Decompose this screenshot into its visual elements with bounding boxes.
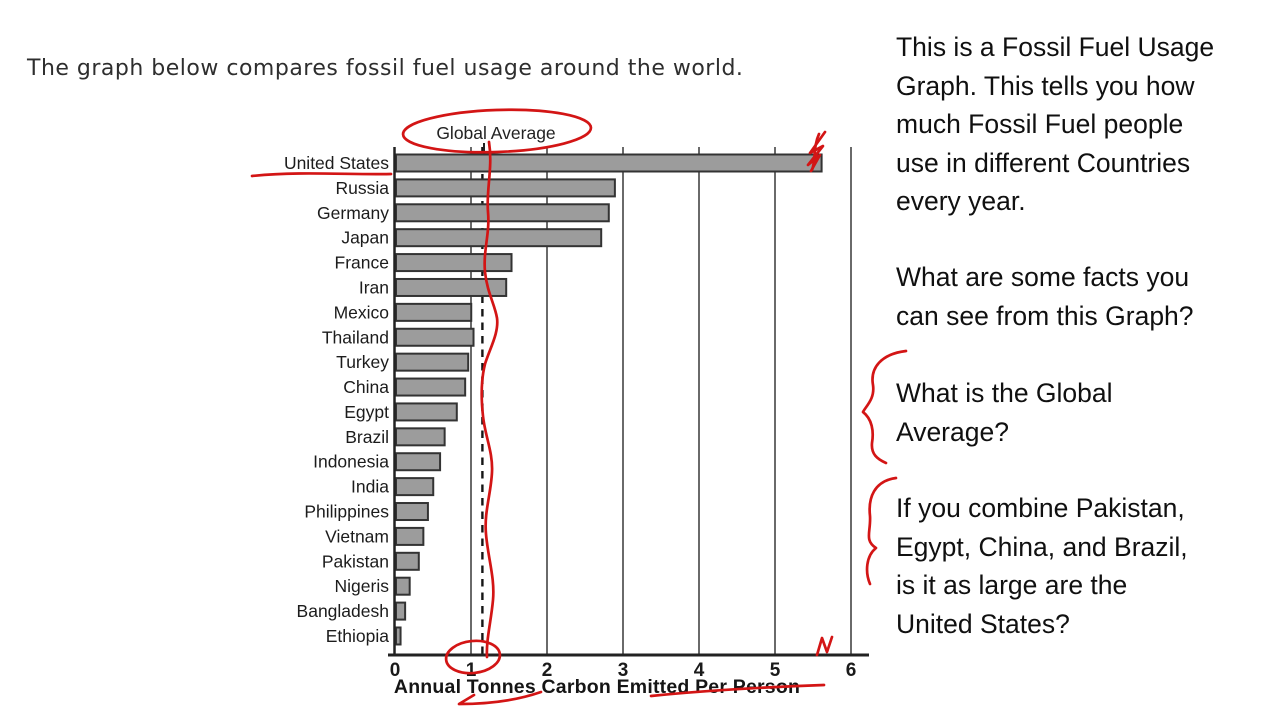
bar-philippines bbox=[395, 502, 429, 522]
bar-china bbox=[395, 377, 467, 397]
united-states-underline-annotation bbox=[250, 172, 393, 178]
category-label-india: India bbox=[351, 477, 389, 497]
bar-pakistan bbox=[395, 551, 420, 571]
bar-ethiopia bbox=[395, 626, 402, 646]
average-trace-squiggle-annotation bbox=[480, 140, 499, 659]
x-tick-label-0: 0 bbox=[390, 660, 401, 681]
bar-japan bbox=[395, 228, 603, 248]
bar-mexico bbox=[395, 302, 473, 322]
bar-brazil bbox=[395, 427, 446, 447]
tick-one-circle-annotation bbox=[444, 639, 502, 675]
bar-iran bbox=[395, 277, 508, 297]
category-label-china: China bbox=[343, 377, 389, 397]
n-mark-annotation bbox=[815, 635, 834, 657]
x-tick-label-5: 5 bbox=[770, 660, 781, 681]
global-average-label: Global Average bbox=[436, 123, 555, 143]
category-label-mexico: Mexico bbox=[334, 302, 389, 322]
category-label-thailand: Thailand bbox=[322, 327, 389, 347]
global-average-circle-annotation bbox=[401, 108, 593, 154]
bar-france bbox=[395, 253, 513, 273]
category-label-turkey: Turkey bbox=[336, 352, 389, 372]
bar-united-states bbox=[395, 153, 823, 173]
category-label-bangladesh: Bangladesh bbox=[297, 601, 389, 621]
x-tick-label-1: 1 bbox=[466, 660, 477, 681]
category-label-united-states: United States bbox=[284, 153, 389, 173]
bar-nigeris bbox=[395, 576, 411, 596]
category-label-pakistan: Pakistan bbox=[322, 551, 389, 571]
x-tick-label-6: 6 bbox=[846, 660, 857, 681]
category-label-egypt: Egypt bbox=[344, 402, 389, 422]
bar-vietnam bbox=[395, 526, 425, 546]
x-tick-label-2: 2 bbox=[542, 660, 553, 681]
category-label-brazil: Brazil bbox=[345, 427, 389, 447]
category-label-iran: Iran bbox=[359, 277, 389, 297]
category-label-france: France bbox=[335, 253, 389, 273]
bar-russia bbox=[395, 178, 616, 198]
category-label-ethiopia: Ethiopia bbox=[326, 626, 390, 646]
emitted-per-person-underline-annotation bbox=[649, 683, 826, 698]
bar-bangladesh bbox=[395, 601, 407, 621]
category-label-japan: Japan bbox=[341, 228, 389, 248]
category-label-vietnam: Vietnam bbox=[325, 526, 389, 546]
category-label-indonesia: Indonesia bbox=[313, 452, 389, 472]
combine-question-brace-annotation bbox=[865, 476, 898, 586]
bar-egypt bbox=[395, 402, 458, 422]
x-tick-label-4: 4 bbox=[694, 660, 705, 681]
category-label-philippines: Philippines bbox=[304, 502, 389, 522]
bar-indonesia bbox=[395, 452, 442, 472]
global-average-question-brace-annotation bbox=[861, 349, 908, 465]
category-label-germany: Germany bbox=[317, 203, 389, 223]
bar-thailand bbox=[395, 327, 475, 347]
x-tick-label-3: 3 bbox=[618, 660, 629, 681]
category-label-nigeris: Nigeris bbox=[335, 576, 390, 596]
category-label-russia: Russia bbox=[336, 178, 390, 198]
graph-title: The graph below compares fossil fuel usa… bbox=[27, 56, 744, 81]
bar-india bbox=[395, 477, 435, 497]
tonnes-arrow-annotation bbox=[457, 690, 543, 706]
bar-germany bbox=[395, 203, 610, 223]
us-bar-scribble-stroke2 bbox=[810, 132, 821, 172]
bar-turkey bbox=[395, 352, 470, 372]
